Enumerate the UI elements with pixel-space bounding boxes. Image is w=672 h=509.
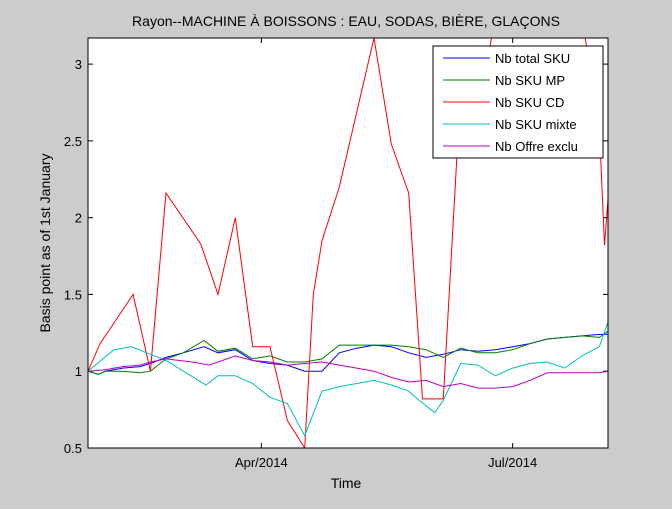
series-line-nb-offre-exclu [88,355,608,389]
legend-label: Nb total SKU [495,51,570,66]
plot-frame [87,37,609,449]
series-layer [88,38,608,448]
y-tick-label: 0.5 [64,441,82,456]
chart-title: Rayon--MACHINE À BOISSONS : EAU, SODAS, … [132,13,560,29]
legend-label: Nb SKU MP [495,73,565,88]
y-tick-label: 2 [75,211,82,226]
y-tick-label: 3 [75,57,82,72]
series-line-nb-sku-mixte [88,321,608,437]
y-tick-label: 1.5 [64,287,82,302]
y-axis-label: Basis point as of 1st January [37,154,53,333]
series-line-nb-sku-mp [88,330,608,375]
ticks-layer: 0.5 1 1.5 2 2.5 3 Apr/2014 Jul/2014 [64,38,608,470]
series-line-nb-sku-cd [88,38,608,448]
legend-label: Nb Offre exclu [495,139,578,154]
legend-label: Nb SKU mixte [495,117,577,132]
y-tick-label: 2.5 [64,134,82,149]
legend-label: Nb SKU CD [495,95,564,110]
y-tick-label: 1 [75,364,82,379]
x-tick-label: Jul/2014 [488,455,537,470]
x-tick-label: Apr/2014 [235,455,288,470]
legend: Nb total SKU Nb SKU MP Nb SKU CD Nb SKU mix… [432,45,604,159]
x-axis-label: Time [331,475,362,491]
